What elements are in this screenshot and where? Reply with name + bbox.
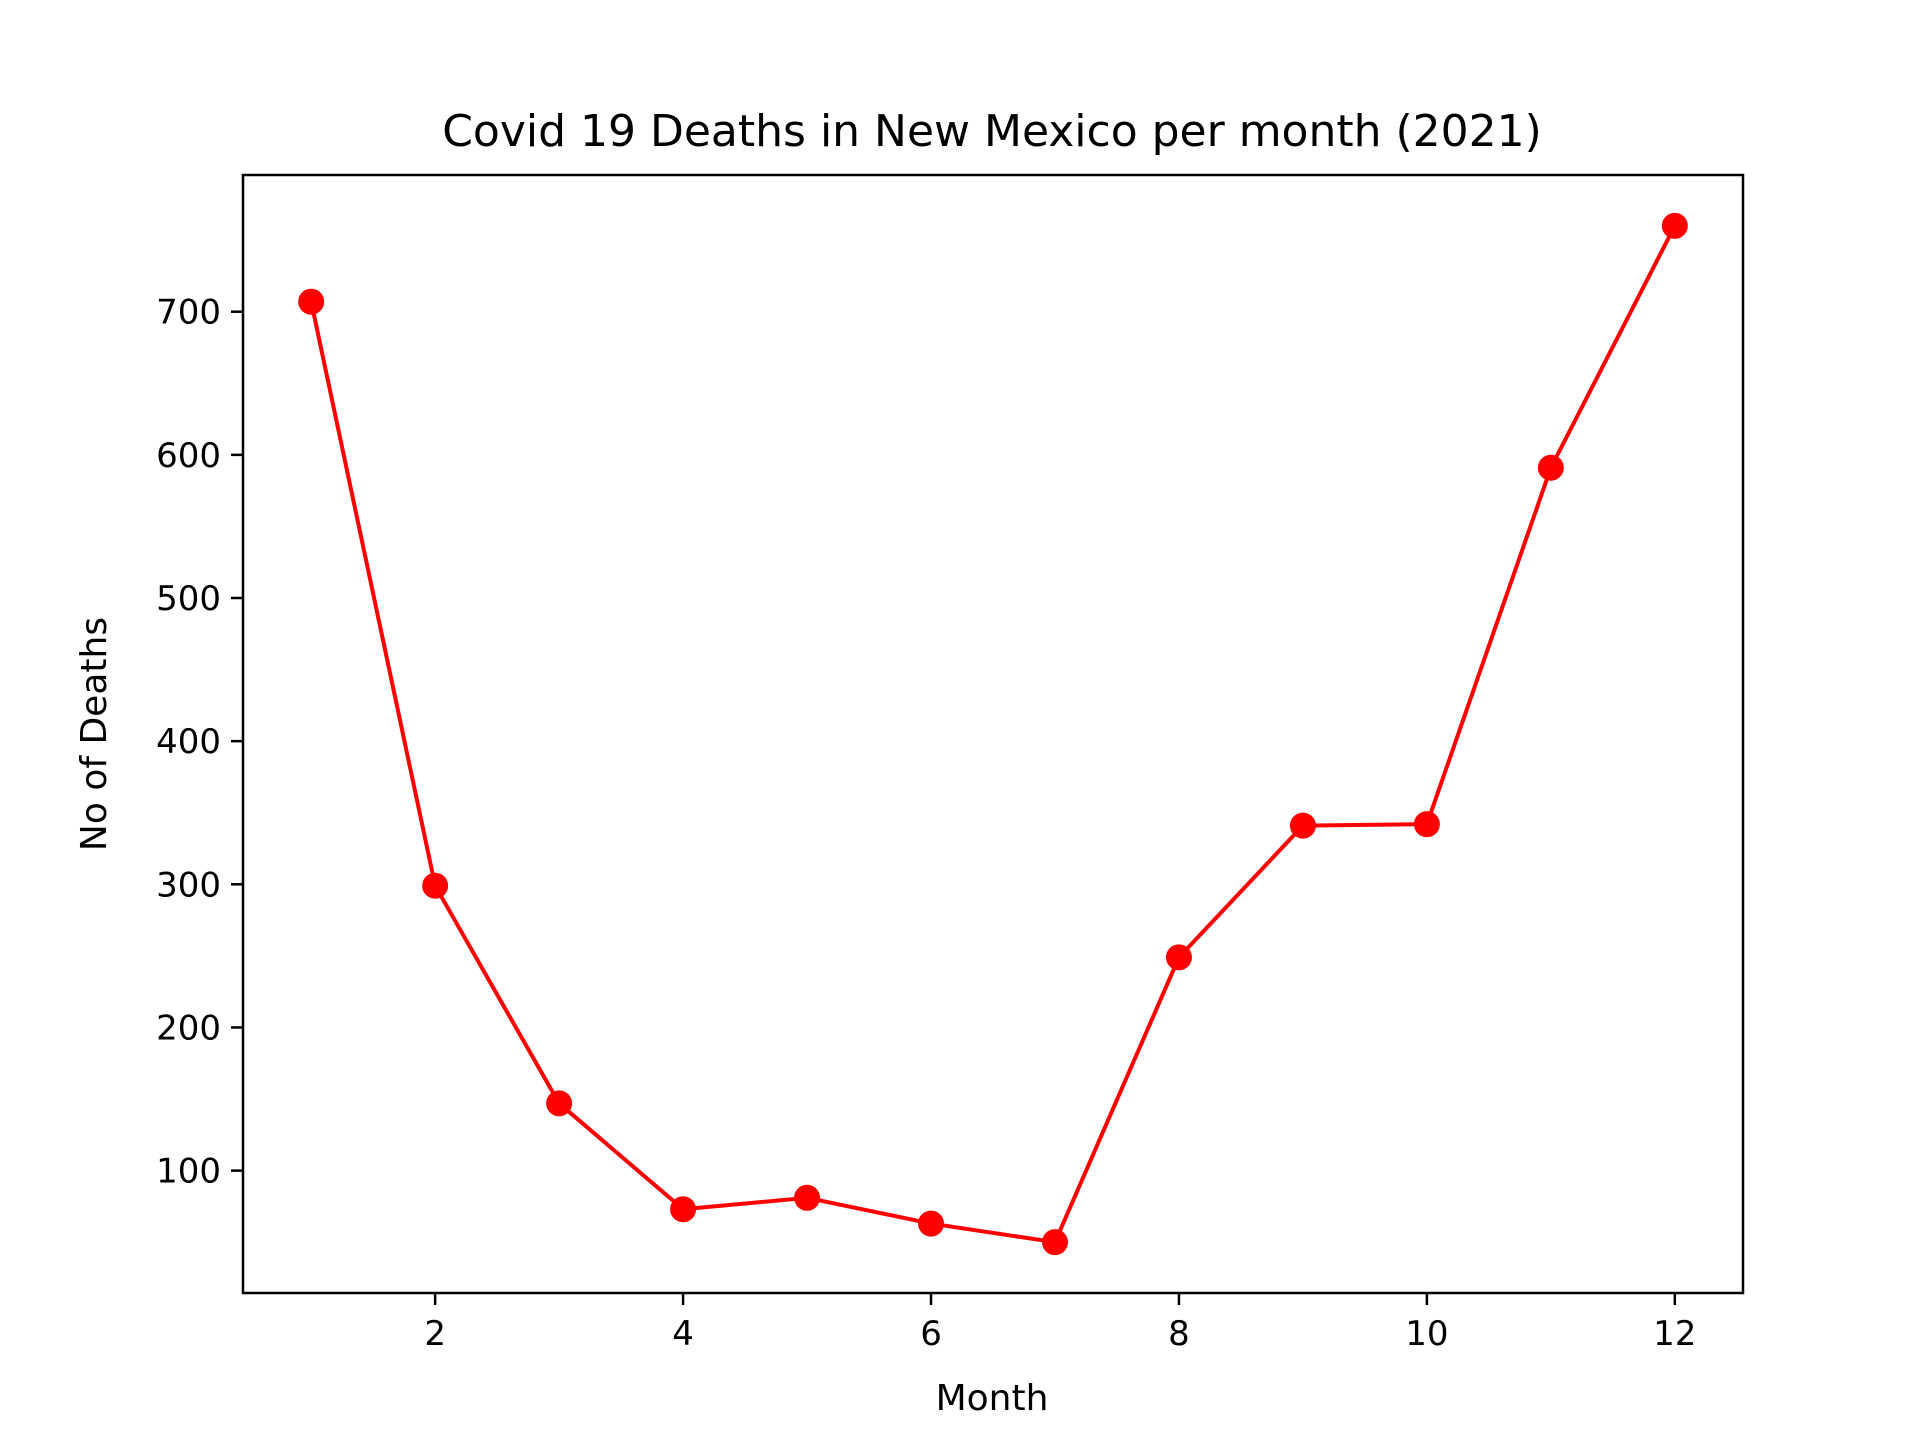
y-tick-label: 200 <box>156 1008 221 1048</box>
y-tick-label: 400 <box>156 722 221 762</box>
data-point <box>422 872 449 899</box>
data-point <box>298 288 325 315</box>
x-axis: 2 4 6 8 10 12 <box>424 1293 1696 1354</box>
data-point <box>794 1184 821 1211</box>
data-point <box>1661 212 1688 239</box>
y-tick-label: 500 <box>156 579 221 619</box>
x-tick-label: 4 <box>672 1314 694 1354</box>
y-axis-label: No of Deaths <box>74 617 115 851</box>
x-tick-label: 2 <box>424 1314 446 1354</box>
x-tick-label: 8 <box>1168 1314 1190 1354</box>
y-tick-label: 700 <box>156 293 221 333</box>
y-tick-label: 100 <box>156 1152 221 1192</box>
chart-title: Covid 19 Deaths in New Mexico per month … <box>442 106 1542 157</box>
data-point <box>1165 944 1192 971</box>
data-point <box>1537 454 1564 481</box>
y-axis: 100 200 300 400 500 600 700 <box>156 293 243 1192</box>
series-line <box>309 224 1677 1245</box>
plot-frame <box>241 173 1745 1295</box>
y-tick-label: 600 <box>156 436 221 476</box>
data-point <box>918 1210 945 1237</box>
x-tick-label: 6 <box>920 1314 942 1354</box>
data-point <box>1041 1229 1068 1256</box>
x-axis-label: Month <box>936 1378 1049 1419</box>
data-point <box>1413 811 1440 838</box>
x-tick-label: 12 <box>1653 1314 1696 1354</box>
series-group <box>298 212 1688 1256</box>
data-point <box>1289 812 1316 839</box>
data-point <box>670 1196 697 1223</box>
data-point <box>546 1090 573 1117</box>
x-tick-label: 10 <box>1405 1314 1448 1354</box>
y-tick-label: 300 <box>156 865 221 905</box>
